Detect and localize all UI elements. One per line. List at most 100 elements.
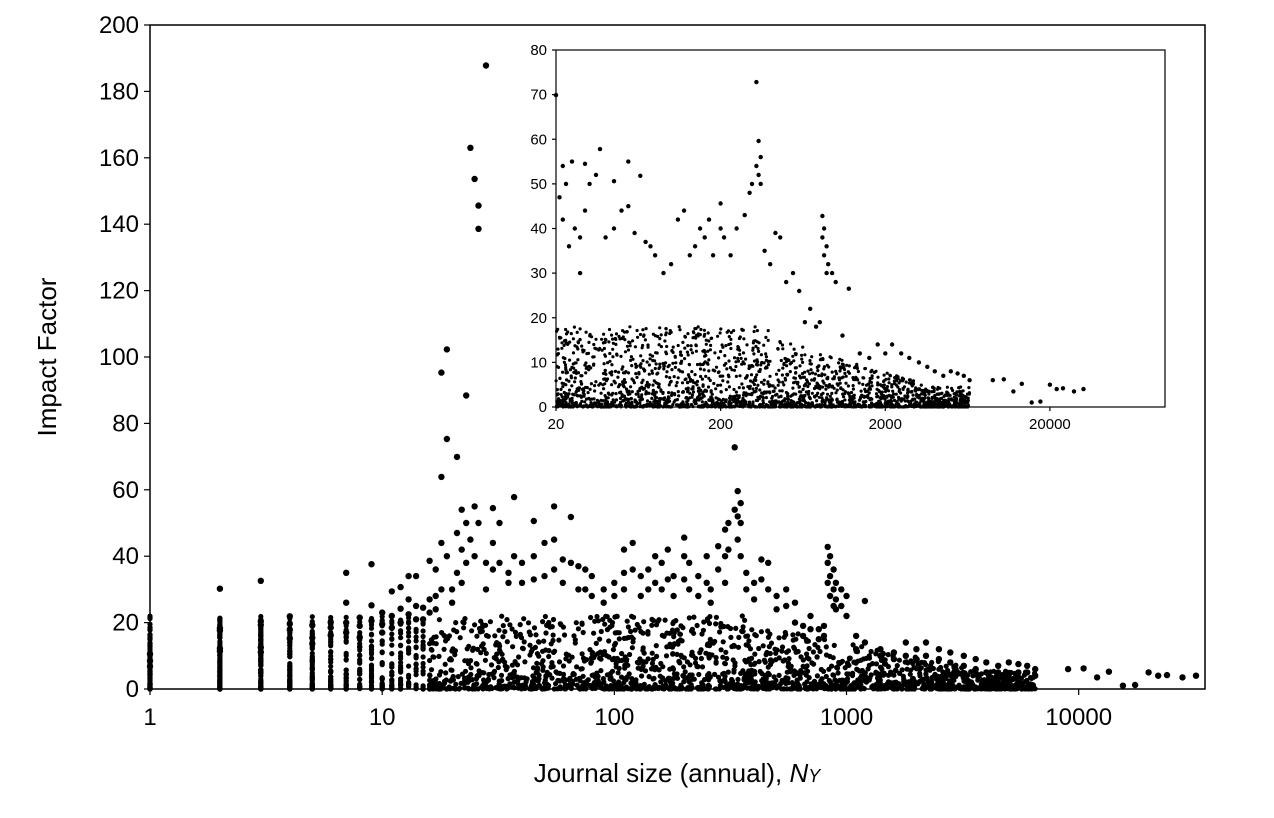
data-point: [343, 619, 350, 626]
dense-point: [826, 666, 832, 672]
dense-point: [849, 397, 853, 401]
dense-point: [641, 328, 645, 332]
main-x-axis-ticks: 1 10 100 1000 10000: [143, 689, 1112, 731]
dense-point: [622, 378, 627, 382]
y-tick-label: 60: [112, 477, 139, 504]
dense-point: [572, 325, 577, 329]
dense-point: [578, 327, 582, 331]
dense-point: [602, 377, 606, 381]
data-point: [758, 556, 765, 563]
dense-point: [907, 378, 912, 382]
y-tick-label: 120: [99, 278, 139, 305]
dense-point: [477, 629, 483, 635]
dense-point: [630, 377, 634, 381]
dense-point: [820, 374, 824, 378]
dense-point: [671, 642, 677, 648]
data-point: [826, 592, 834, 600]
dense-point: [656, 617, 662, 623]
dense-point: [647, 363, 652, 367]
dense-point: [566, 330, 570, 334]
dense-point: [798, 654, 804, 660]
dense-point: [573, 380, 577, 384]
dense-point: [389, 677, 395, 683]
dense-point: [677, 394, 681, 398]
dense-point: [881, 683, 888, 689]
data-point: [1119, 682, 1127, 689]
dense-point: [674, 361, 678, 365]
dense-point: [751, 387, 755, 391]
dense-point: [646, 674, 652, 680]
data-point: [443, 435, 451, 443]
dense-point: [589, 401, 593, 405]
dense-point: [1013, 676, 1019, 682]
dense-point: [611, 337, 615, 341]
dense-point: [540, 664, 546, 670]
dense-point: [650, 354, 655, 358]
dense-point: [729, 678, 736, 684]
dense-point: [885, 371, 889, 375]
dense-point: [939, 680, 945, 686]
dense-point: [664, 333, 668, 337]
dense-point: [741, 675, 747, 681]
dense-point: [679, 353, 684, 357]
dense-point: [328, 674, 334, 680]
dense-point: [389, 651, 395, 657]
dense-point: [746, 670, 752, 676]
dense-point: [592, 618, 598, 624]
dense-point: [792, 381, 796, 385]
dense-point: [878, 657, 885, 664]
dense-point: [766, 363, 771, 367]
dense-point: [735, 394, 739, 398]
dense-point: [667, 383, 671, 387]
dense-point: [406, 633, 412, 639]
dense-point: [612, 640, 619, 646]
data-point: [426, 609, 433, 616]
dense-point: [527, 632, 534, 638]
dense-point: [757, 349, 761, 353]
dense-point: [389, 682, 395, 689]
dense-point: [591, 655, 597, 661]
dense-point: [611, 403, 616, 407]
x-axis-title-italic: N: [790, 758, 809, 788]
data-point: [567, 513, 575, 521]
dense-point: [762, 343, 766, 347]
dense-point: [919, 399, 923, 403]
data-point: [438, 473, 445, 481]
dense-point: [543, 647, 549, 653]
dense-point: [520, 646, 526, 652]
dense-point: [869, 684, 875, 690]
data-point: [721, 553, 729, 560]
dense-point: [617, 370, 621, 374]
data-point: [791, 619, 799, 626]
dense-point: [696, 395, 700, 399]
dense-point: [658, 679, 664, 685]
data-point: [368, 617, 375, 625]
dense-point: [836, 661, 842, 667]
data-point: [489, 504, 497, 512]
dense-point: [844, 381, 848, 385]
dense-point: [453, 620, 459, 626]
dense-point: [258, 663, 264, 669]
dense-point: [742, 617, 748, 623]
data-point: [463, 519, 470, 527]
dense-point: [511, 673, 517, 679]
dense-point: [542, 613, 549, 620]
dense-point: [943, 393, 947, 397]
x-tick-label: 100: [594, 704, 634, 731]
data-point: [471, 503, 478, 510]
dense-point: [835, 670, 841, 676]
dense-point: [449, 676, 455, 682]
data-point: [1015, 669, 1022, 676]
dense-point: [907, 381, 912, 385]
dense-point: [837, 361, 841, 365]
data-point: [327, 632, 334, 639]
dense-point: [754, 398, 759, 402]
dense-point: [505, 676, 511, 682]
dense-point: [921, 676, 928, 682]
dense-point: [687, 375, 691, 379]
dense-point: [389, 620, 395, 626]
dense-point: [680, 370, 685, 374]
data-point: [458, 546, 465, 553]
dense-point: [751, 348, 755, 352]
dense-point: [817, 395, 821, 399]
